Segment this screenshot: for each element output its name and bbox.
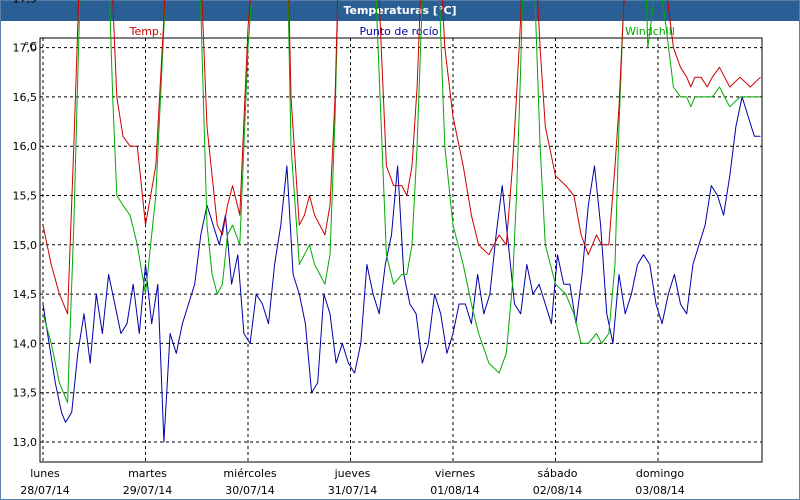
x-tick-date: 03/08/14 <box>635 484 684 497</box>
x-axis: lunes 28/07/14 martes 29/07/14 miércoles 30/0… <box>20 467 684 497</box>
legend: Temp. Punto de rocío Windchill <box>129 25 675 38</box>
x-tick-date: 29/07/14 <box>123 484 172 497</box>
x-tick-day: jueves <box>334 467 371 480</box>
series-line-temp <box>42 0 761 315</box>
y-tick-label: 16,0 <box>13 140 38 153</box>
x-tick-day: domingo <box>636 467 684 480</box>
x-tick-date: 31/07/14 <box>328 484 377 497</box>
y-tick-label: 15,5 <box>13 190 38 203</box>
y-axis: 13,0 13,5 14,0 14,5 15,0 15,5 16,0 16,5 17,0 17,5… <box>13 0 38 449</box>
series-group <box>42 0 761 443</box>
x-tick-date: 28/07/14 <box>20 484 69 497</box>
y-tick-label: 17,0 <box>13 42 38 55</box>
legend-entry: Punto de rocío <box>359 25 438 38</box>
x-tick-day: martes <box>128 467 167 480</box>
plot-frame <box>39 37 763 463</box>
legend-entry: Temp. <box>129 25 163 38</box>
x-tick-date: 30/07/14 <box>225 484 274 497</box>
y-tick-label: 13,5 <box>13 387 38 400</box>
y-axis-label: °C <box>24 40 38 53</box>
x-tick-day: miércoles <box>223 467 276 480</box>
y-tick-label: 16,5 <box>13 91 38 104</box>
y-tick-label: 14,5 <box>13 288 38 301</box>
x-tick-date: 02/08/14 <box>533 484 582 497</box>
x-tick-date: 01/08/14 <box>430 484 479 497</box>
y-tick-label: 17,5 <box>13 0 38 5</box>
series-line-windchill <box>42 0 761 404</box>
x-tick-day: sábado <box>538 467 578 480</box>
x-tick-day: lunes <box>30 467 60 480</box>
x-tick-day: viernes <box>435 467 475 480</box>
y-tick-label: 15,0 <box>13 239 38 252</box>
series-line-dewpoint <box>42 96 761 443</box>
y-tick-label: 14,0 <box>13 337 38 350</box>
y-tick-label: 13,0 <box>13 436 38 449</box>
grid <box>40 38 762 462</box>
